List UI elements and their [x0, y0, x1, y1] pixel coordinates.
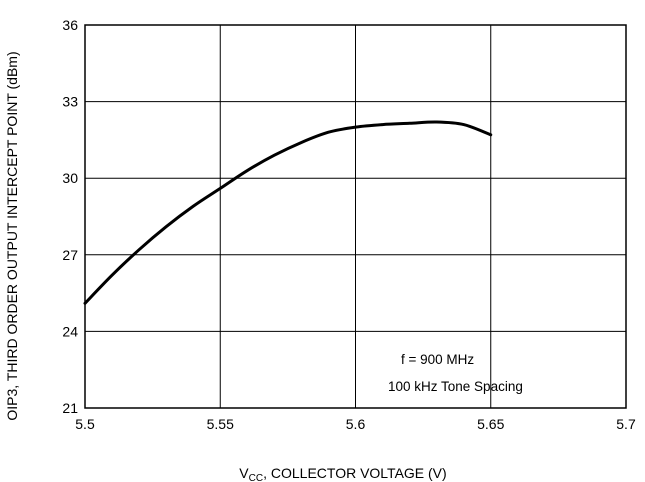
x-tick-labels: 5.5 5.55 5.6 5.65 5.7	[75, 416, 636, 432]
x-axis-label-main: V	[239, 465, 249, 481]
y-tick-labels: 21 24 27 30 33 36	[62, 17, 78, 416]
annotation-frequency: f = 900 MHz	[401, 352, 474, 367]
x-tick-label-2: 5.6	[346, 416, 366, 432]
annotation-tone-spacing: 100 kHz Tone Spacing	[388, 379, 523, 394]
data-series	[83, 120, 493, 305]
annotation-box: f = 900 MHz 100 kHz Tone Spacing	[388, 352, 523, 394]
x-axis-label: VCC, COLLECTOR VOLTAGE (V)	[239, 465, 446, 482]
plot-border	[84, 24, 627, 409]
series-line-0	[83, 120, 493, 305]
y-tick-label-0: 21	[62, 400, 78, 416]
y-tick-label-2: 27	[62, 247, 78, 263]
grid-lines	[84, 24, 627, 409]
plot-frame	[84, 24, 627, 409]
y-tick-label-3: 30	[62, 170, 78, 186]
y-tick-label-4: 33	[62, 94, 78, 110]
x-axis-label-subscript: CC	[249, 473, 263, 482]
x-tick-label-1: 5.55	[207, 416, 234, 432]
x-tick-label-3: 5.65	[477, 416, 504, 432]
x-axis-label-rest: , COLLECTOR VOLTAGE (V)	[263, 465, 447, 481]
x-tick-label-0: 5.5	[75, 416, 95, 432]
y-axis-label: OIP3, THIRD ORDER OUTPUT INTERCEPT POINT…	[4, 51, 20, 420]
y-tick-label-5: 36	[62, 17, 78, 33]
x-tick-label-4: 5.7	[616, 416, 636, 432]
y-tick-label-1: 24	[62, 323, 78, 339]
